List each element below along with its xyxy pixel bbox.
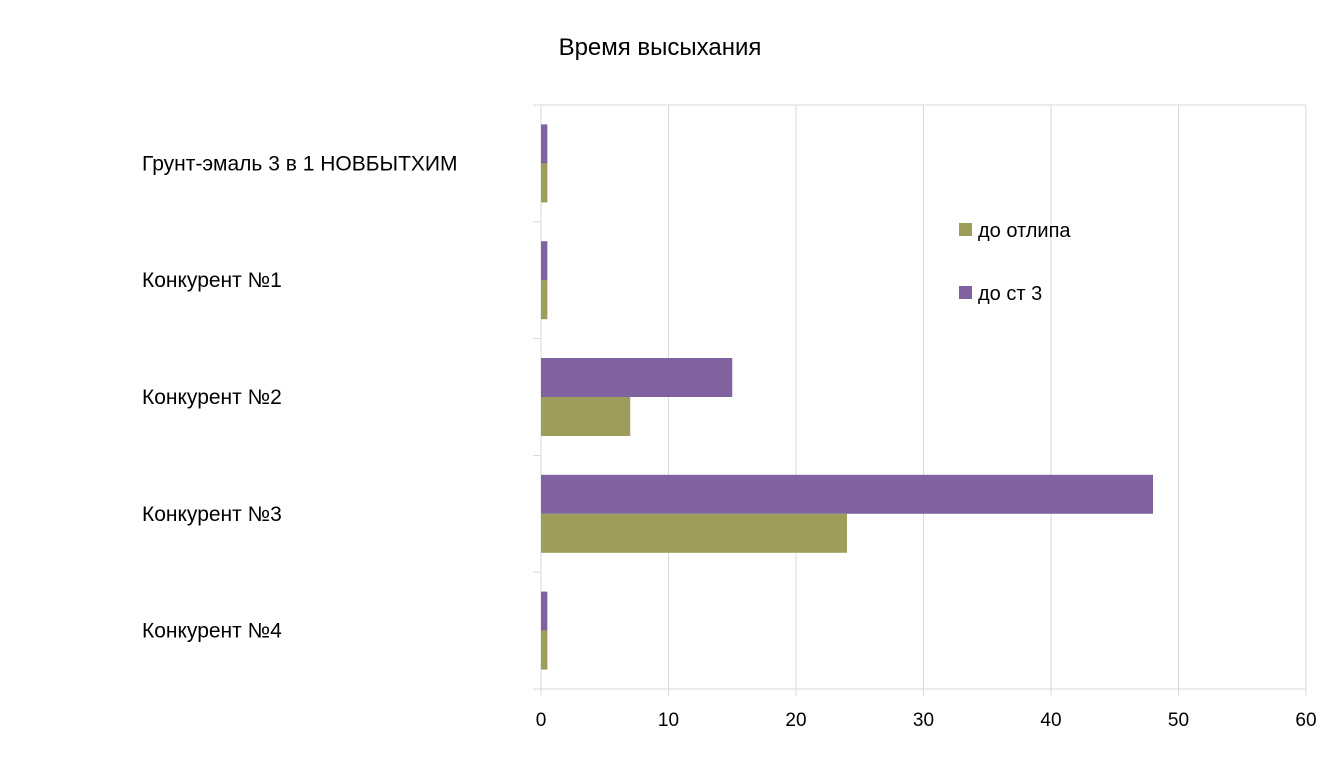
legend-swatch [959, 223, 972, 236]
category-label: Конкурент №3 [142, 503, 282, 526]
bar-do-otlipa [541, 163, 548, 203]
bar-do-st-3 [541, 591, 548, 631]
legend-label: до отлипа [978, 220, 1071, 242]
chart-title: Время высыхания [559, 34, 762, 61]
bars [541, 124, 1153, 670]
bar-do-st-3 [541, 358, 733, 397]
category-label: Конкурент №1 [142, 269, 282, 292]
category-label: Конкурент №4 [142, 620, 282, 643]
x-tick-label: 0 [536, 710, 547, 731]
bar-do-st-3 [541, 241, 548, 281]
x-tick-label: 60 [1295, 710, 1316, 731]
legend: до отлипа до ст 3 [959, 220, 1071, 305]
bar-do-otlipa [541, 630, 548, 670]
bar-do-otlipa [541, 397, 631, 436]
grid [540, 104, 1307, 696]
x-tick-label: 30 [913, 710, 934, 731]
x-tick-label: 50 [1168, 710, 1189, 731]
category-label: Конкурент №2 [142, 386, 282, 409]
bar-do-st-3 [541, 124, 548, 164]
bar-do-otlipa [541, 280, 548, 320]
bar-do-otlipa [541, 513, 847, 553]
x-tick-label: 10 [658, 710, 679, 731]
category-labels: Грунт-эмаль 3 в 1 НОВБЫТХИМ Конкурент №1 К… [142, 152, 458, 642]
bar-do-st-3 [541, 474, 1153, 514]
category-label: Грунт-эмаль 3 в 1 НОВБЫТХИМ [142, 152, 458, 175]
x-tick-label: 40 [1040, 710, 1061, 731]
legend-label: до ст 3 [978, 283, 1042, 305]
tick-labels: 0 10 20 30 40 50 60 [536, 710, 1317, 731]
legend-swatch [959, 286, 972, 299]
x-tick-label: 20 [785, 710, 806, 731]
